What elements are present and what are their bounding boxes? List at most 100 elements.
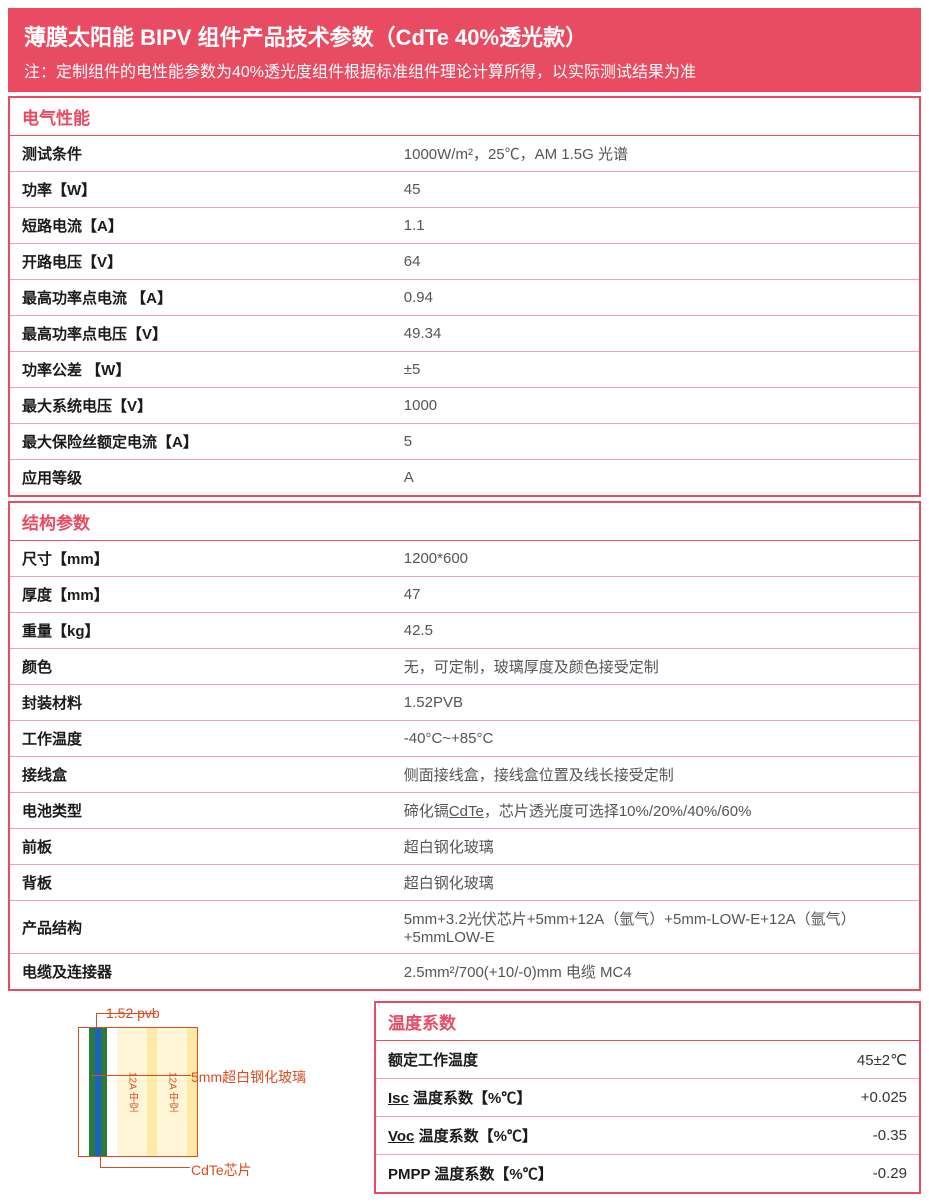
table-row: 开路电压【V】64 — [10, 244, 919, 280]
row-label: 工作温度 — [10, 721, 392, 757]
lead-line — [100, 1157, 101, 1167]
row-value: 1000W/m²，25℃，AM 1.5G 光谱 — [392, 136, 919, 172]
row-label: 背板 — [10, 865, 392, 901]
layer-lowe — [147, 1028, 157, 1156]
temperature-table: 温度系数 额定工作温度45±2℃Isc 温度系数【%℃】+0.025Voc 温度… — [374, 1001, 921, 1194]
structure-section: 结构参数 尺寸【mm】1200*600厚度【mm】47重量【kg】42.5颜色无… — [8, 501, 921, 991]
row-label: 厚度【mm】 — [10, 577, 392, 613]
lead-line — [100, 1167, 190, 1168]
row-value: 42.5 — [392, 613, 919, 649]
table-row: Isc 温度系数【%℃】+0.025 — [375, 1079, 920, 1117]
row-value: -0.29 — [800, 1155, 920, 1194]
table-row: 工作温度-40°C~+85°C — [10, 721, 919, 757]
table-row: 接线盒侧面接线盒，接线盒位置及线长接受定制 — [10, 757, 919, 793]
table-row: 重量【kg】42.5 — [10, 613, 919, 649]
lead-line — [96, 1013, 97, 1027]
row-value: 1.1 — [392, 208, 919, 244]
row-value: 1200*600 — [392, 541, 919, 577]
row-value: -0.35 — [800, 1117, 920, 1155]
row-label: 最高功率点电流 【A】 — [10, 280, 392, 316]
table-row: 厚度【mm】47 — [10, 577, 919, 613]
row-value: -40°C~+85°C — [392, 721, 919, 757]
table-row: Voc 温度系数【%℃】-0.35 — [375, 1117, 920, 1155]
row-label: PMPP 温度系数【%℃】 — [375, 1155, 800, 1194]
row-value: 45±2℃ — [800, 1041, 920, 1079]
table-row: 功率【W】45 — [10, 172, 919, 208]
electrical-section-title: 电气性能 — [10, 98, 919, 136]
table-row: 最大保险丝额定电流【A】5 — [10, 424, 919, 460]
table-row: 最高功率点电压【V】49.34 — [10, 316, 919, 352]
table-row: 颜色无，可定制，玻璃厚度及颜色接受定制 — [10, 649, 919, 685]
electrical-section: 电气性能 测试条件1000W/m²，25℃，AM 1.5G 光谱功率【W】45短… — [8, 96, 921, 497]
document-header: 薄膜太阳能 BIPV 组件产品技术参数（CdTe 40%透光款） 注：定制组件的… — [8, 8, 921, 92]
row-label: 测试条件 — [10, 136, 392, 172]
row-label: 功率公差 【W】 — [10, 352, 392, 388]
row-value: 1000 — [392, 388, 919, 424]
table-row: 产品结构5mm+3.2光伏芯片+5mm+12A（氩气）+5mm-LOW-E+12… — [10, 901, 919, 954]
table-row: 背板超白钢化玻璃 — [10, 865, 919, 901]
layer-glass — [79, 1028, 89, 1156]
row-label: Voc 温度系数【%℃】 — [375, 1117, 800, 1155]
row-label: 重量【kg】 — [10, 613, 392, 649]
table-row: 测试条件1000W/m²，25℃，AM 1.5G 光谱 — [10, 136, 919, 172]
electrical-table: 测试条件1000W/m²，25℃，AM 1.5G 光谱功率【W】45短路电流【A… — [10, 136, 919, 495]
row-label: 封装材料 — [10, 685, 392, 721]
row-value: 碲化镉CdTe，芯片透光度可选择10%/20%/40%/60% — [392, 793, 919, 829]
row-value: 超白钢化玻璃 — [392, 829, 919, 865]
layer-diagram: 1.52 pvb 12A 中空 12A 中空 5mm超白钢化玻璃 CdTe芯片 — [8, 1001, 358, 1185]
table-row: 封装材料1.52PVB — [10, 685, 919, 721]
layer-lowe — [187, 1028, 197, 1156]
document-note: 注：定制组件的电性能参数为40%透光度组件根据标准组件理论计算所得，以实际测试结… — [24, 58, 905, 82]
row-value: 49.34 — [392, 316, 919, 352]
lead-line — [96, 1013, 156, 1014]
temperature-section-title: 温度系数 — [375, 1002, 920, 1041]
row-label: 功率【W】 — [10, 172, 392, 208]
row-label: 最大系统电压【V】 — [10, 388, 392, 424]
table-row: 尺寸【mm】1200*600 — [10, 541, 919, 577]
row-label: 开路电压【V】 — [10, 244, 392, 280]
row-value: 1.52PVB — [392, 685, 919, 721]
row-label: 额定工作温度 — [375, 1041, 800, 1079]
row-label: 电缆及连接器 — [10, 954, 392, 990]
layer-glass — [107, 1028, 117, 1156]
structure-table: 尺寸【mm】1200*600厚度【mm】47重量【kg】42.5颜色无，可定制，… — [10, 541, 919, 989]
row-value: 超白钢化玻璃 — [392, 865, 919, 901]
row-label: Isc 温度系数【%℃】 — [375, 1079, 800, 1117]
row-value: 2.5mm²/700(+10/-0)mm 电缆 MC4 — [392, 954, 919, 990]
document-title: 薄膜太阳能 BIPV 组件产品技术参数（CdTe 40%透光款） — [24, 20, 905, 52]
structure-section-title: 结构参数 — [10, 503, 919, 541]
row-label: 接线盒 — [10, 757, 392, 793]
row-value: 45 — [392, 172, 919, 208]
table-row: 最大系统电压【V】1000 — [10, 388, 919, 424]
table-row: 应用等级A — [10, 460, 919, 496]
row-label: 应用等级 — [10, 460, 392, 496]
bottom-row: 1.52 pvb 12A 中空 12A 中空 5mm超白钢化玻璃 CdTe芯片 — [8, 1001, 921, 1194]
row-value: 47 — [392, 577, 919, 613]
row-value: 64 — [392, 244, 919, 280]
diagram-layers: 12A 中空 12A 中空 — [78, 1027, 198, 1157]
row-value: 侧面接线盒，接线盒位置及线长接受定制 — [392, 757, 919, 793]
row-label: 尺寸【mm】 — [10, 541, 392, 577]
diagram-label-cdte: CdTe芯片 — [191, 1160, 252, 1180]
table-row: PMPP 温度系数【%℃】-0.29 — [375, 1155, 920, 1194]
row-value: 5mm+3.2光伏芯片+5mm+12A（氩气）+5mm-LOW-E+12A（氩气… — [392, 901, 919, 954]
row-label: 最大保险丝额定电流【A】 — [10, 424, 392, 460]
layer-gap: 12A 中空 — [157, 1028, 187, 1156]
row-label: 短路电流【A】 — [10, 208, 392, 244]
row-value: 无，可定制，玻璃厚度及颜色接受定制 — [392, 649, 919, 685]
diagram-label-glass: 5mm超白钢化玻璃 — [191, 1067, 306, 1087]
table-row: 最高功率点电流 【A】0.94 — [10, 280, 919, 316]
row-value: 5 — [392, 424, 919, 460]
layer-gap: 12A 中空 — [117, 1028, 147, 1156]
table-row: 电池类型碲化镉CdTe，芯片透光度可选择10%/20%/40%/60% — [10, 793, 919, 829]
row-label: 最高功率点电压【V】 — [10, 316, 392, 352]
lead-line — [91, 1075, 191, 1076]
row-label: 电池类型 — [10, 793, 392, 829]
row-label: 颜色 — [10, 649, 392, 685]
table-row: 前板超白钢化玻璃 — [10, 829, 919, 865]
table-row: 功率公差 【W】±5 — [10, 352, 919, 388]
row-value: +0.025 — [800, 1079, 920, 1117]
table-row: 短路电流【A】1.1 — [10, 208, 919, 244]
row-label: 产品结构 — [10, 901, 392, 954]
row-value: ±5 — [392, 352, 919, 388]
